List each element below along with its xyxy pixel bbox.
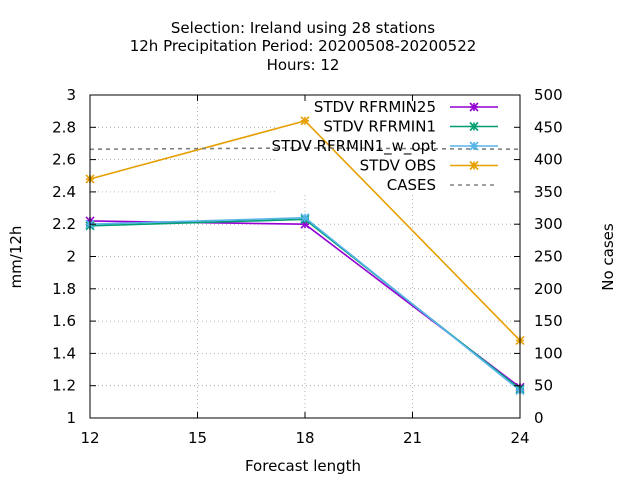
x-axis-label: Forecast length: [245, 457, 361, 475]
legend-item: STDV RFRMIN1_w_opt: [272, 137, 498, 156]
legend-item: STDV RFRMIN25: [314, 98, 498, 116]
series-stdv-rfrmin1: [85, 214, 525, 394]
y2-tick-label: 500: [534, 86, 563, 104]
chart-title: Selection: Ireland using 28 stations 12h…: [130, 19, 477, 74]
title-line-3: Hours: 12: [267, 56, 340, 74]
title-line-2: 12h Precipitation Period: 20200508-20200…: [130, 37, 477, 55]
data-point: [300, 116, 310, 126]
x-tick-label: 21: [403, 429, 422, 447]
y-tick-label: 2.2: [52, 215, 76, 233]
legend-item: STDV RFRMIN1: [323, 118, 498, 136]
y2-tick-label: 250: [534, 248, 563, 266]
legend-label: STDV RFRMIN1: [323, 118, 436, 136]
y-tick-label: 2.6: [52, 151, 76, 169]
y-tick-label: 2: [66, 248, 76, 266]
legend-item: CASES: [387, 176, 498, 194]
y-tick-label: 1.2: [52, 377, 76, 395]
y2-tick-label: 200: [534, 280, 563, 298]
y2-tick-label: 350: [534, 183, 563, 201]
tick-labels: 12 15 18 21 24 1 1.2 1.4 1.6 1.8 2 2.2 2.4 2.6 2.8 3 0 50…: [52, 86, 563, 447]
y2-tick-label: 450: [534, 118, 563, 136]
legend-marker: [469, 160, 479, 171]
legend-label: CASES: [387, 176, 436, 194]
legend-marker: [469, 141, 479, 151]
y-tick-label: 2.8: [52, 118, 76, 136]
y-tick-label: 1: [66, 409, 76, 427]
y-axis-label: mm/12h: [7, 226, 25, 289]
series-line: [89, 220, 521, 388]
x-tick-label: 15: [188, 429, 207, 447]
x-tick-label: 12: [80, 429, 99, 447]
x-tick-label: 18: [295, 429, 314, 447]
title-line-1: Selection: Ireland using 28 stations: [171, 19, 435, 37]
legend-marker: [469, 121, 479, 132]
legend-label: STDV OBS: [360, 157, 436, 175]
legend-label: STDV RFRMIN1_w_opt: [272, 137, 437, 156]
legend-marker: [469, 102, 479, 112]
y2-axis-label: No cases: [599, 223, 617, 291]
y-tick-label: 1.8: [52, 280, 76, 298]
y-tick-label: 1.4: [52, 344, 76, 362]
y2-tick-label: 0: [534, 409, 544, 427]
y2-tick-label: 300: [534, 215, 563, 233]
y2-tick-label: 50: [534, 377, 553, 395]
y2-tick-label: 400: [534, 151, 563, 169]
data-point: [300, 213, 310, 223]
axes: [89, 94, 521, 419]
legend-item: STDV OBS: [360, 157, 498, 175]
y-tick-label: 2.4: [52, 183, 76, 201]
y-tick-label: 3: [66, 86, 76, 104]
y2-tick-label: 100: [534, 344, 563, 362]
legend-label: STDV RFRMIN25: [314, 98, 436, 116]
y-tick-label: 1.6: [52, 312, 76, 330]
x-tick-label: 24: [510, 429, 529, 447]
y2-tick-label: 150: [534, 312, 563, 330]
